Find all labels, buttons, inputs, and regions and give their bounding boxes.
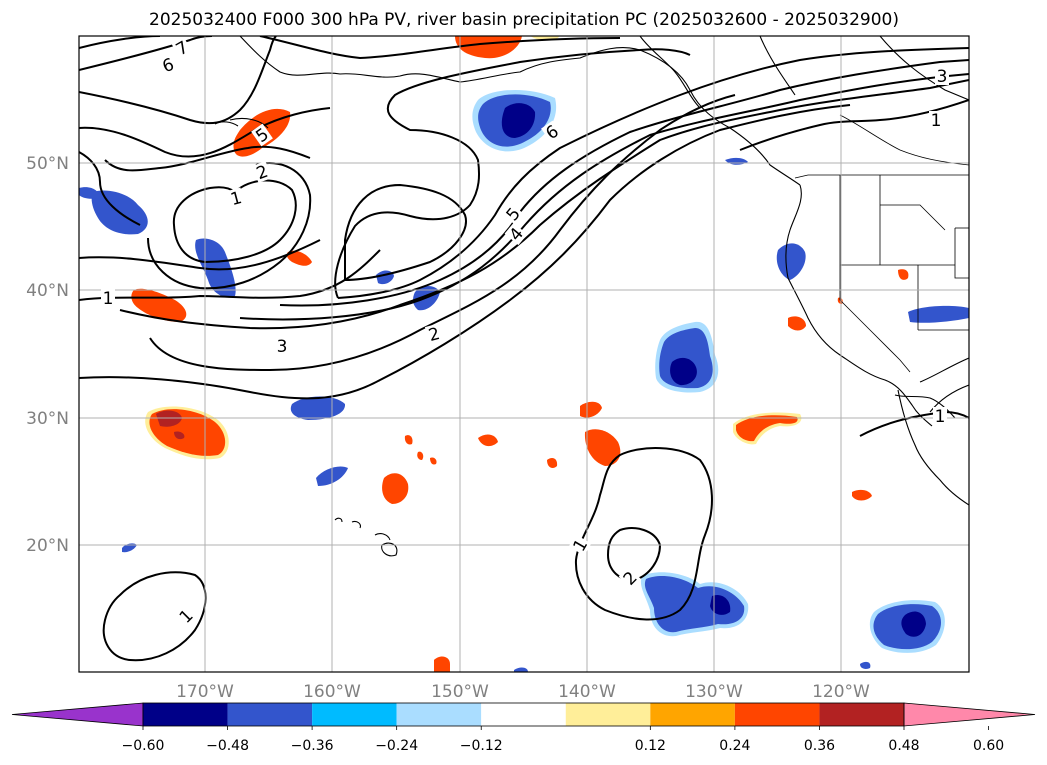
gridlines [79, 36, 969, 672]
precip-pos-region [584, 429, 621, 466]
contour-label-bg [935, 67, 949, 85]
precip-neg-core [901, 611, 926, 637]
contour-label-bg [541, 120, 563, 144]
precip-neg-region [514, 667, 528, 672]
colorbar-tick-label: 0.48 [888, 738, 919, 754]
contour-label-bg [504, 222, 528, 246]
precip-neg-region [908, 305, 969, 323]
colorbar-segment [396, 703, 482, 726]
colorbar-segment [734, 703, 820, 726]
precip-pos-region [434, 656, 450, 672]
colorbar-segment [143, 703, 228, 726]
colorbar-extend-max [903, 702, 1036, 727]
contour-label-bg [933, 407, 947, 425]
precip-pos-region [382, 473, 409, 504]
precip-neg-region [860, 661, 871, 669]
contour-label: 3 [937, 67, 948, 87]
map-content [79, 36, 969, 672]
precip-neg-core [670, 357, 697, 386]
coastlines [214, 36, 969, 557]
contour-label-bg [226, 187, 246, 209]
precip-pos-region [788, 316, 806, 331]
contour-label-bg [101, 289, 115, 307]
colorbar: −0.60 −0.48 −0.36 −0.24 −0.12 0.12 0.24 0.36 0.4… [11, 702, 1036, 754]
pv-contours [79, 36, 969, 662]
precip-neg-core [710, 594, 731, 615]
precip-neg-core [501, 103, 536, 138]
precip-pos-region [286, 250, 312, 266]
contour-label-bg [252, 161, 272, 183]
contour-label: 2 [426, 324, 442, 346]
colorbar-tick-label: −0.12 [460, 738, 503, 754]
latitude-label: 50°N [26, 154, 69, 174]
precip-neg-region [644, 575, 745, 633]
precip-pos-region [852, 489, 872, 501]
contour-label: 1 [931, 111, 942, 131]
colorbar-tick-label: 0.12 [635, 738, 666, 754]
colorbar-segment [481, 703, 566, 726]
longitude-label: 120°W [812, 682, 870, 702]
colorbar-extend-min [11, 702, 144, 727]
contour-label-bg [618, 566, 642, 590]
latitude-labels: 50°N 40°N 30°N 20°N [26, 154, 69, 556]
precip-pos-region [898, 269, 909, 280]
precip-pos-region [417, 451, 424, 460]
colorbar-segment [227, 703, 313, 726]
contour-label-bg [174, 604, 198, 628]
contour-label-bg [501, 202, 525, 226]
precip-neg-region [290, 396, 346, 420]
figure-title: 2025032400 F000 300 hPa PV, river basin … [149, 10, 899, 30]
contour-label-bg [275, 337, 289, 355]
contour-label-bg [171, 36, 193, 60]
colorbar-segment [650, 703, 735, 726]
precip-pos-core [156, 410, 182, 427]
contour-label-bg [568, 534, 592, 556]
political-borders [794, 114, 969, 373]
latitude-label: 40°N [26, 281, 69, 301]
colorbar-tick-label: 0.60 [973, 738, 1004, 754]
precip-pos-region [736, 415, 798, 442]
precip-neg-region [122, 543, 137, 553]
latitude-label: 30°N [26, 409, 69, 429]
contour-label: 3 [277, 337, 288, 357]
colorbar-tick-label: 0.36 [804, 738, 835, 754]
precip-pos-region [430, 457, 437, 465]
colorbar-tick-label: −0.36 [291, 738, 334, 754]
contour-label-bg [424, 323, 444, 345]
precip-pos-region [478, 434, 498, 447]
colorbar-tick-label: −0.48 [206, 738, 249, 754]
colorbar-frame [142, 702, 905, 727]
contour-label-bg [158, 54, 178, 76]
precip-neg-region [776, 243, 806, 280]
contour-label: 1 [228, 188, 244, 210]
longitude-label: 140°W [558, 682, 616, 702]
precip-pos-region [547, 458, 558, 468]
longitude-label: 150°W [431, 682, 489, 702]
colorbar-tick-label: −0.60 [122, 738, 165, 754]
contour-label-bg [251, 123, 273, 147]
colorbar-tick-label: 0.24 [719, 738, 750, 754]
latitude-label: 20°N [26, 536, 69, 556]
longitude-label: 160°W [303, 682, 361, 702]
contour-label: 1 [935, 407, 946, 427]
precip-pos-core [174, 431, 185, 440]
colorbar-tick-label: −0.24 [375, 738, 418, 754]
contour-label-bg [929, 111, 943, 129]
longitude-label: 130°W [685, 682, 743, 702]
map-frame [78, 35, 970, 673]
longitude-label: 170°W [176, 682, 234, 702]
precip-pos-region [580, 401, 602, 418]
precip-neg-region [79, 187, 100, 199]
longitude-labels: 170°W 160°W 150°W 140°W 130°W 120°W [176, 682, 870, 702]
colorbar-segment [819, 703, 904, 726]
colorbar-segment [565, 703, 651, 726]
contour-label: 1 [103, 289, 114, 309]
colorbar-segment [312, 703, 397, 726]
precip-pos-region [404, 435, 413, 445]
